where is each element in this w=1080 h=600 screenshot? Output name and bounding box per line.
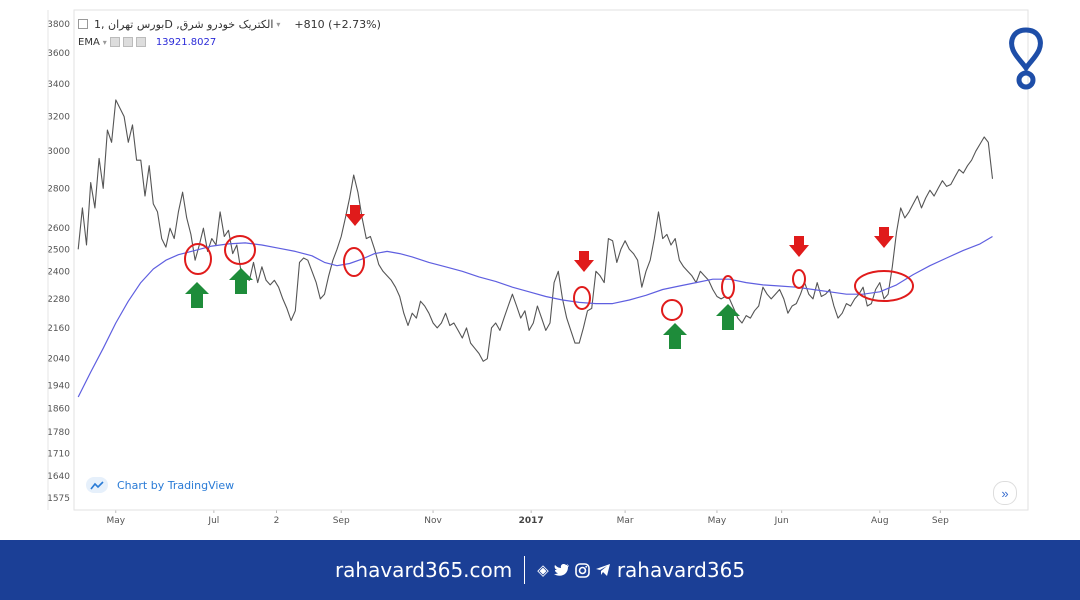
series-group: [77, 99, 994, 398]
highlight-circle: [661, 299, 683, 321]
price-change: +810 (+2.73%): [294, 17, 381, 31]
y-tick-label: 1575: [47, 494, 70, 504]
close-icon[interactable]: [135, 37, 146, 47]
ema-line: [77, 235, 993, 398]
credit-text[interactable]: Chart by TradingView: [117, 478, 235, 492]
highlight-circle: [721, 275, 735, 299]
highlight-circle: [792, 269, 806, 289]
y-axis-ticks: 1575 1640 1710 1780 1860 1940 2040 2160 2280 2400…: [47, 20, 70, 504]
x-tick-label: Jun: [774, 516, 789, 526]
highlight-circle: [184, 243, 212, 275]
y-tick-label: 2040: [47, 355, 70, 365]
y-tick-label: 3400: [47, 80, 70, 90]
annotations: [184, 205, 914, 349]
x-tick-label: 2: [274, 516, 280, 526]
down-arrow-icon: [874, 227, 894, 248]
settings-icon[interactable]: [122, 37, 133, 47]
x-tick-label: Sep: [333, 516, 350, 526]
y-tick-label: 3000: [47, 147, 70, 157]
up-arrow-icon: [229, 268, 253, 294]
chart-background: [0, 0, 1080, 540]
highlight-circle: [224, 235, 256, 265]
symbol-title[interactable]: بورس تهران ,1D ,الکتریک خودرو شرق: [94, 17, 274, 31]
chart-legend: بورس تهران ,1D ,الکتریک خودرو شرق ▾ +810…: [78, 16, 381, 50]
plot-frame: [73, 9, 1029, 511]
down-arrow-icon: [789, 236, 809, 257]
y-tick-label: 1860: [47, 404, 70, 414]
y-tick-label: 1940: [47, 382, 70, 392]
twitter-icon[interactable]: [553, 563, 570, 577]
telegram-icon[interactable]: [595, 563, 611, 577]
y-tick-label: 1640: [47, 472, 70, 482]
y-tick-label: 2280: [47, 295, 70, 305]
x-tick-label: Jul: [207, 516, 219, 526]
ema-label[interactable]: EMA: [78, 36, 100, 48]
up-arrow-icon: [663, 323, 687, 349]
double-chevron-right-icon: »: [1001, 485, 1009, 501]
y-tick-label: 3800: [47, 20, 70, 30]
price-chart: 1575 1640 1710 1780 1860 1940 2040 2160 2280 2400…: [0, 0, 1080, 540]
highlight-circle: [573, 286, 591, 310]
y-tick-label: 2160: [47, 324, 70, 334]
chevron-down-icon[interactable]: ▾: [276, 19, 281, 29]
y-tick-label: 1710: [47, 450, 70, 460]
chart-area: 1575 1640 1710 1780 1860 1940 2040 2160 2280 2400…: [0, 0, 1080, 540]
footer-bar: rahavard365.com ◈ rahavard365: [0, 540, 1080, 600]
x-tick-label: Nov: [424, 516, 442, 526]
divider: [524, 556, 526, 584]
x-tick-label: May: [106, 516, 125, 526]
y-tick-label: 2500: [47, 245, 70, 255]
eye-icon[interactable]: [109, 37, 120, 47]
highlight-circle: [854, 270, 914, 302]
tradingview-logo-icon: [86, 477, 108, 493]
y-tick-label: 2800: [47, 184, 70, 194]
up-arrow-icon: [185, 282, 209, 308]
legend-toggle[interactable]: [78, 19, 88, 29]
down-arrow-icon: [345, 205, 365, 226]
x-tick-label: Aug: [871, 516, 889, 526]
y-tick-label: 2600: [47, 224, 70, 234]
social-handle[interactable]: rahavard365: [616, 558, 746, 582]
social-icons: ◈: [537, 561, 611, 579]
chevron-down-icon[interactable]: ▾: [102, 37, 107, 47]
y-tick-label: 1780: [47, 428, 70, 438]
tradingview-credit[interactable]: Chart by TradingView: [86, 477, 234, 493]
down-arrow-icon: [574, 251, 594, 272]
y-tick-label: 3200: [47, 112, 70, 122]
website-link[interactable]: rahavard365.com: [334, 558, 513, 582]
scroll-to-realtime-button[interactable]: »: [993, 481, 1017, 505]
rahavard-logo-icon: [1009, 27, 1043, 90]
up-arrow-icon: [716, 304, 740, 330]
instagram-icon[interactable]: [575, 562, 590, 578]
y-tick-label: 2400: [47, 267, 70, 277]
app-icon[interactable]: ◈: [537, 561, 549, 579]
ema-value: 13921.8027: [155, 36, 217, 48]
price-line: [77, 99, 994, 362]
y-tick-label: 3600: [47, 49, 70, 59]
x-tick-label: 2017: [519, 516, 544, 526]
x-tick-label: Sep: [932, 516, 949, 526]
highlight-circle: [343, 247, 365, 277]
x-tick-label: Mar: [617, 516, 634, 526]
x-tick-label: May: [708, 516, 727, 526]
